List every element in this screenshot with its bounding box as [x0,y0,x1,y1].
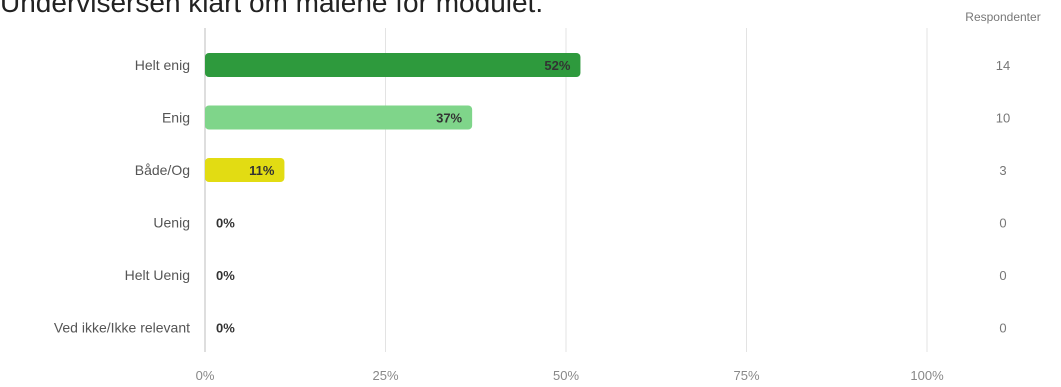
respondent-count: 14 [996,58,1010,73]
bar [205,53,581,77]
x-tick-label: 50% [553,368,579,383]
data-label: 52% [544,58,570,73]
respondent-count: 10 [996,111,1010,126]
respondents-header: Respondenter [965,10,1040,24]
data-label: 0% [216,268,235,283]
x-axis: 0% 25% 50% 75% 100% [196,368,944,383]
data-label: 37% [436,111,462,126]
x-tick-label: 75% [733,368,759,383]
category-label: Uenig [153,215,190,231]
data-label: 0% [216,321,235,336]
data-label: 11% [249,163,275,178]
respondent-count: 0 [999,268,1006,283]
bar [205,158,285,182]
category-label: Enig [162,110,190,126]
data-label: 0% [216,216,235,231]
x-tick-label: 100% [910,368,944,383]
bars: 52% 37% 11% 0% 0% 0% [205,53,581,336]
chart-title: Undervisersen klart om målene for module… [0,0,544,18]
respondent-count: 0 [999,216,1006,231]
bar [205,105,473,130]
category-label: Helt Uenig [125,267,190,283]
category-label: Ved ikke/Ikke relevant [54,320,190,336]
respondent-count: 0 [999,321,1006,336]
category-label: Både/Og [135,162,190,178]
category-label: Helt enig [135,57,190,73]
x-tick-label: 25% [372,368,398,383]
respondent-count: 3 [999,163,1006,178]
respondents-column: Respondenter 14 10 3 0 0 0 [965,10,1040,336]
grid-lines [204,28,928,352]
category-labels: Helt enig Enig Både/Og Uenig Helt Uenig Ved i… [54,57,190,336]
x-tick-label: 0% [196,368,215,383]
